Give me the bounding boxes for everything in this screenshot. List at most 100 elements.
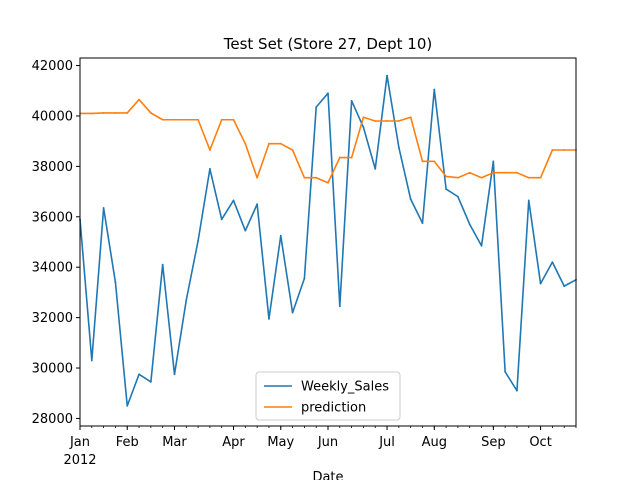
data-point [102,112,105,114]
data-point [457,195,459,198]
data-point [232,118,235,121]
data-point [350,156,353,159]
data-point [433,88,436,91]
data-point [244,229,247,232]
data-point [409,198,412,201]
x-tick-label: Jan [69,435,90,450]
data-point [90,112,93,115]
x-tick-label: Sep [481,435,506,450]
data-point [386,74,388,77]
x-tick-label: Aug [422,435,447,450]
data-point [209,168,211,170]
legend-box [255,371,401,421]
data-point [209,149,211,151]
data-point [161,263,164,266]
data-point [421,222,424,224]
data-point [197,239,199,242]
chart-title: Test Set (Store 27, Dept 10) [223,35,432,53]
data-point [551,261,554,264]
data-point [197,118,199,121]
x-tick-label: Jul [378,435,395,450]
data-point [138,98,140,101]
data-point [397,120,400,122]
data-point [338,305,341,308]
data-point [303,277,306,280]
data-point [315,106,318,109]
data-point [563,285,566,288]
data-point [279,234,282,237]
data-point [256,203,259,206]
data-point [268,142,270,145]
series-line-0 [79,74,577,407]
data-point [350,99,353,102]
data-point [480,244,483,247]
data-point [315,176,318,179]
x-axis-label: Date [312,470,343,480]
data-point [551,149,554,151]
data-point [468,223,471,226]
data-point [445,175,447,178]
data-point [374,168,377,170]
data-point [409,116,412,119]
data-point [220,118,223,121]
data-point [327,92,329,95]
y-tick-label: 40000 [32,109,73,124]
x-tick-label: Oct [529,435,551,450]
data-point [527,199,530,202]
x-tick-label: Feb [116,435,139,450]
data-point [232,199,235,202]
y-tick-label: 38000 [32,160,73,175]
data-point [90,359,93,362]
data-point [303,176,306,179]
data-point [362,126,365,129]
y-tick-label: 30000 [32,362,73,377]
data-point [268,317,270,320]
data-point [114,281,117,284]
data-point [539,176,542,179]
data-point [149,112,152,114]
data-point [149,380,152,383]
data-point [114,112,117,114]
series-line-1 [80,98,576,184]
data-point [386,120,388,122]
legend-label: prediction [301,401,366,416]
data-point [220,218,223,221]
data-point [256,176,259,179]
data-point [173,373,176,376]
data-point [457,176,459,179]
data-point [327,181,329,184]
data-point [527,176,530,179]
data-point [126,112,129,114]
data-point [504,171,507,174]
y-axis: 28000 30000 32000 34000 36000 38000 40000 42000 [32,59,80,427]
x-tick-sublabel: 2012 [63,453,96,468]
data-point [102,207,105,209]
data-point [185,299,188,301]
data-point [138,373,140,376]
data-point [504,370,507,373]
legend: Weekly_Sales prediction [255,371,401,421]
y-tick-label: 28000 [32,412,73,427]
y-tick-label: 32000 [32,311,73,326]
data-point [516,389,518,392]
data-point [374,120,377,122]
y-tick-label: 36000 [32,210,73,225]
x-tick-label: Jun [317,435,338,450]
x-tick-label: Mar [162,435,187,450]
data-point [468,171,471,174]
data-point [338,156,341,159]
plot-frame [79,57,577,427]
x-tick-label: Apr [222,435,245,450]
data-point [362,116,365,119]
data-point [492,160,495,163]
plot-lines [79,74,577,407]
legend-label: Weekly_Sales [301,380,389,395]
data-point [516,171,518,174]
x-tick-label: May [267,435,294,450]
data-point [480,176,483,179]
data-point [563,149,566,151]
data-point [445,188,447,190]
y-tick-label: 42000 [32,59,73,74]
data-point [244,142,247,145]
